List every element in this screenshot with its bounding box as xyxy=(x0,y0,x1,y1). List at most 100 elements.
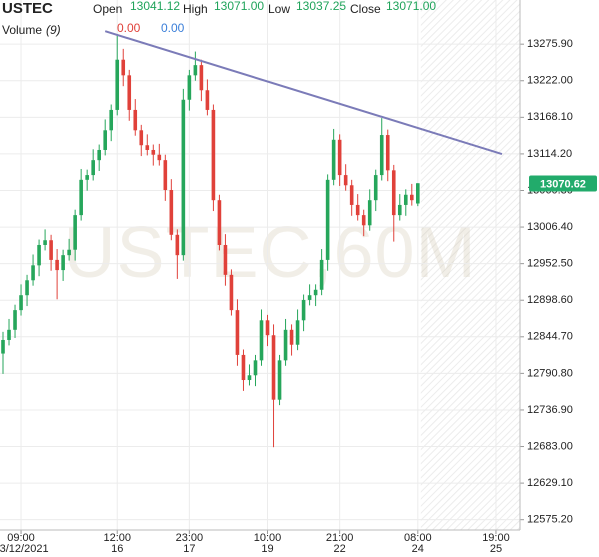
price-badge xyxy=(529,175,597,192)
candle-body xyxy=(259,320,264,361)
candle-body xyxy=(199,65,204,91)
candle-body xyxy=(55,259,59,271)
x-tick-sublabel: 24 xyxy=(412,543,424,555)
candle-body xyxy=(409,194,414,201)
candle-body xyxy=(97,149,101,161)
candle-body xyxy=(31,265,35,281)
y-tick-label: 12629.10 xyxy=(527,477,573,489)
candle-body xyxy=(301,299,306,321)
candle-body xyxy=(217,200,222,245)
candle-body xyxy=(319,259,324,290)
x-tick-label: 12:00 xyxy=(103,532,131,544)
candle-body xyxy=(61,255,65,271)
candle-body xyxy=(115,59,120,110)
x-tick-label: 10:00 xyxy=(254,532,282,544)
candle-body xyxy=(49,240,53,260)
x-tick-sublabel: 25 xyxy=(490,543,502,555)
y-tick-label: 12683.00 xyxy=(527,440,573,452)
candle-body xyxy=(223,244,228,275)
candle-body xyxy=(373,175,378,201)
candle-body xyxy=(121,59,126,76)
candle-body xyxy=(391,170,396,216)
candle-body xyxy=(13,310,17,330)
candle-body xyxy=(7,329,11,340)
volume-value: 0.00 xyxy=(161,21,185,35)
candle-body xyxy=(283,329,288,361)
y-tick-label: 13168.10 xyxy=(527,111,573,123)
candle-body xyxy=(211,109,216,201)
candle-body xyxy=(91,160,95,176)
high-label: High xyxy=(183,2,208,16)
candle-body xyxy=(169,190,174,235)
x-tick-sublabel: 17 xyxy=(183,543,195,555)
y-tick-label: 12898.60 xyxy=(527,294,573,306)
candle-body xyxy=(361,215,366,226)
x-tick-sublabel: 22 xyxy=(334,543,346,555)
candle-body xyxy=(295,320,300,345)
candle-body xyxy=(397,204,402,216)
candle-body xyxy=(331,139,336,180)
candle-body xyxy=(385,135,390,171)
candle-body xyxy=(416,183,420,204)
open-label: Open xyxy=(93,2,122,16)
y-tick-label: 12736.90 xyxy=(527,404,573,416)
candle-body xyxy=(403,194,408,205)
candle-body xyxy=(19,295,23,311)
volume-value: 0.00 xyxy=(117,21,141,35)
candle-body xyxy=(145,145,150,150)
candle-body xyxy=(37,244,41,266)
x-tick-sublabel: 16 xyxy=(111,543,123,555)
candle-body xyxy=(337,139,342,176)
open-value: 13041.12 xyxy=(130,0,180,13)
candle-body xyxy=(85,175,89,180)
candle-body xyxy=(205,90,210,110)
candle-body xyxy=(139,130,144,146)
candle-body xyxy=(181,99,186,256)
candle-body xyxy=(235,310,240,355)
candle-body xyxy=(289,329,294,345)
high-value: 13071.00 xyxy=(214,0,264,13)
candle-body xyxy=(133,109,138,131)
candle-body xyxy=(325,179,330,260)
candle-body xyxy=(277,360,282,400)
candle-body xyxy=(157,154,162,161)
candle-body xyxy=(25,280,29,296)
volume-label: Volume xyxy=(2,23,42,37)
candle-body xyxy=(127,75,132,110)
candle-body xyxy=(271,335,276,400)
watermark: USTEC,60M xyxy=(63,213,476,293)
candle-body xyxy=(313,289,318,296)
candle-body xyxy=(175,234,180,256)
candle-body xyxy=(355,204,360,216)
x-tick-label: 23:00 xyxy=(176,532,204,544)
symbol: USTEC xyxy=(2,0,53,17)
candle-body xyxy=(151,149,156,155)
candle-body xyxy=(253,360,258,376)
candle-body xyxy=(343,175,348,186)
candle-body xyxy=(265,320,270,336)
close-label: Close xyxy=(350,2,381,16)
candle-body xyxy=(187,75,192,100)
future-area xyxy=(420,0,520,530)
close-value: 13071.00 xyxy=(386,0,436,13)
y-tick-label: 13114.20 xyxy=(527,148,572,160)
candle-body xyxy=(193,65,198,76)
y-tick-label: 13006.40 xyxy=(527,221,573,233)
candle-body xyxy=(1,339,5,354)
y-tick-label: 12952.50 xyxy=(527,258,573,270)
candle-body xyxy=(307,295,312,300)
candle-body xyxy=(379,135,384,176)
volume-period: (9) xyxy=(46,23,61,37)
candle-body xyxy=(73,215,77,250)
candle-body xyxy=(109,109,114,131)
y-tick-label: 12790.80 xyxy=(527,367,573,379)
candle-body xyxy=(163,160,168,191)
candle-body xyxy=(349,185,354,205)
price-badge-label: 13070.62 xyxy=(540,178,586,190)
y-tick-label: 12844.70 xyxy=(527,331,573,343)
candle-body xyxy=(67,249,71,256)
y-tick-label: 13275.90 xyxy=(527,38,573,50)
x-tick-label: 19:00 xyxy=(482,532,510,544)
candle-body xyxy=(43,240,47,245)
